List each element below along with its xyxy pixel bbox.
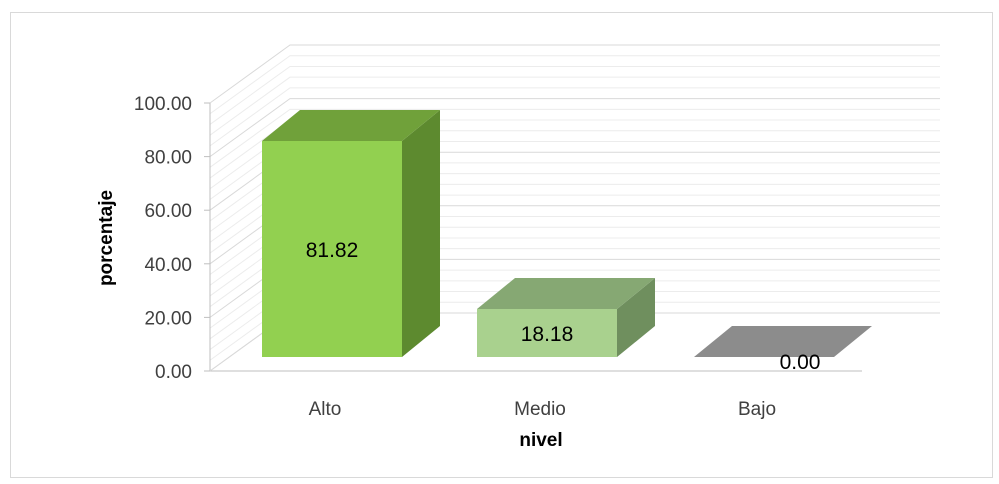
y-tick-label: 100.00 xyxy=(134,94,192,115)
chart-frame xyxy=(10,12,993,478)
minor-gridline xyxy=(209,76,940,136)
x-tick-label: Bajo xyxy=(738,399,776,420)
data-label: 0.00 xyxy=(780,351,821,374)
data-label: 18.18 xyxy=(521,323,574,346)
y-tick-label: 20.00 xyxy=(144,308,192,329)
y-tick-label: 60.00 xyxy=(144,201,192,222)
x-tick-label: Alto xyxy=(309,399,342,420)
minor-gridline xyxy=(209,87,940,147)
y-tick-label: 40.00 xyxy=(144,255,192,276)
bars xyxy=(262,109,872,357)
data-labels: 81.82 18.18 0.00 xyxy=(306,239,821,374)
bar-top xyxy=(694,326,872,357)
y-axis-title: porcentaje xyxy=(96,190,117,286)
x-tick-label: Medio xyxy=(514,399,566,420)
data-label: 81.82 xyxy=(306,239,359,262)
gridline xyxy=(209,44,940,104)
x-axis-title: nivel xyxy=(519,430,562,451)
x-axis-ticks: Alto Medio Bajo xyxy=(309,399,776,420)
minor-gridline xyxy=(209,65,940,125)
gridline xyxy=(209,98,940,158)
y-tick-label: 80.00 xyxy=(144,148,192,169)
minor-gridline xyxy=(209,108,940,168)
bar-side xyxy=(617,278,655,357)
bar-front xyxy=(477,309,617,357)
bar-side xyxy=(402,109,440,357)
y-axis-ticks: 0.00 20.00 40.00 60.00 80.00 100.00 xyxy=(134,94,210,383)
bar-front xyxy=(262,140,402,357)
bar-top xyxy=(262,109,440,141)
y-tick-label: 0.00 xyxy=(155,362,192,383)
minor-gridline xyxy=(209,55,940,115)
bar-top xyxy=(477,278,655,310)
